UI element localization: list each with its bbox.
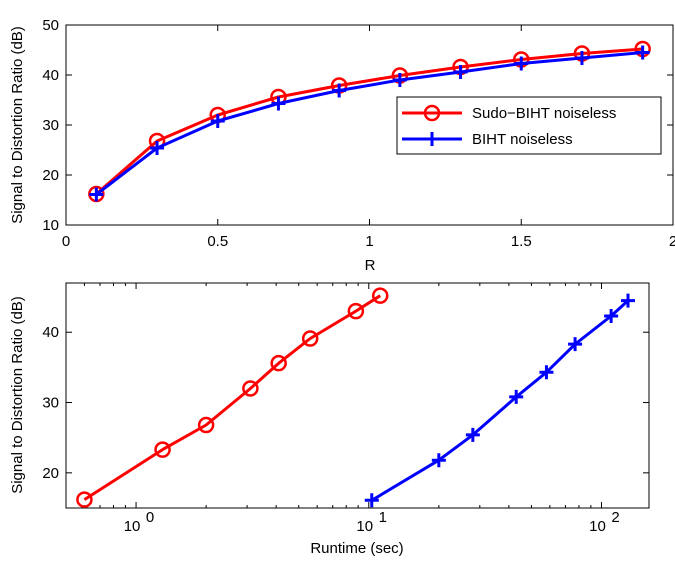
data-point-plus	[574, 51, 589, 65]
series-line-0	[95, 47, 643, 196]
data-point-circle	[270, 354, 287, 372]
data-point-circle	[242, 380, 259, 397]
chart-bottom: 10 0 10 1 10 2 20 30 40 Runtime (sec) Signal to …	[9, 282, 650, 557]
chart-top: 0 0.5 1 1.5 2 10 20 30 40 50 R Signal to Distorti…	[9, 17, 675, 274]
data-point-plus	[621, 293, 636, 308]
y-tick-label: 30	[42, 395, 59, 412]
data-point-plus	[332, 83, 347, 98]
legend-marker-circle-icon	[423, 104, 441, 122]
data-point-plus	[210, 114, 225, 128]
data-point-plus	[392, 73, 407, 87]
data-point-plus	[431, 453, 446, 468]
x-tick-label: 10	[589, 518, 606, 535]
data-point-circle	[76, 491, 93, 508]
data-point-plus	[514, 56, 529, 71]
y-tick-label: 30	[42, 117, 59, 134]
y-axis-label-bottom: Signal to Distortion Ratio (dB)	[9, 296, 26, 494]
series-line-1	[371, 299, 630, 502]
x-tick-label-exponent: 2	[611, 509, 619, 526]
series-line-1	[95, 51, 643, 196]
data-point-plus	[89, 187, 104, 202]
series-top	[88, 40, 651, 203]
data-point-plus	[364, 493, 379, 508]
y-tick-label: 50	[42, 17, 59, 34]
x-tick-label: 10	[124, 518, 141, 535]
legend-marker-plus-icon	[425, 132, 439, 146]
data-point-plus	[271, 96, 286, 111]
data-point-plus	[150, 141, 165, 155]
data-point-circle	[347, 302, 365, 320]
y-tick-label: 20	[42, 465, 59, 482]
x-tick-label-exponent: 0	[146, 509, 154, 526]
x-tick-label: 1	[365, 233, 373, 250]
x-axis-label-top: R	[365, 257, 376, 274]
series-line-0	[83, 294, 382, 501]
data-point-plus	[635, 45, 650, 60]
y-tick-label: 20	[42, 167, 59, 184]
x-tick-label: 1.5	[511, 233, 532, 250]
legend-label-sudo-biht: Sudo−BIHT noiseless	[472, 105, 616, 122]
data-point-circle	[301, 330, 319, 347]
y-tick-label: 40	[42, 324, 59, 341]
data-point-circle	[154, 441, 171, 458]
legend-box	[396, 96, 662, 155]
plot-area-bottom	[65, 282, 650, 509]
data-point-plus	[568, 337, 583, 352]
y-tick-label: 40	[42, 67, 59, 84]
data-point-plus	[509, 389, 524, 404]
data-point-plus	[539, 365, 554, 380]
data-point-circle	[197, 416, 215, 434]
x-tick-label: 0	[62, 233, 70, 250]
data-point-plus	[465, 427, 480, 442]
x-tick-label-exponent: 1	[379, 509, 387, 526]
x-tick-label: 0.5	[207, 233, 228, 250]
data-point-plus	[604, 309, 619, 324]
ticks-bottom: 10 0 10 1 10 2 20 30 40	[42, 283, 649, 535]
y-axis-label-top: Signal to Distortion Ratio (dB)	[9, 26, 26, 224]
x-tick-label: 10	[356, 518, 373, 535]
data-point-circle	[371, 287, 389, 304]
legend: Sudo−BIHT noiseless BIHT noiseless	[396, 96, 662, 155]
data-point-plus	[453, 65, 468, 79]
x-tick-label: 2	[669, 233, 675, 250]
series-bottom	[76, 287, 636, 508]
legend-label-biht: BIHT noiseless	[472, 131, 573, 148]
ticks-top: 0 0.5 1 1.5 2 10 20 30 40 50	[42, 17, 675, 250]
x-axis-label-bottom: Runtime (sec)	[310, 540, 403, 557]
y-tick-label: 10	[42, 217, 59, 234]
